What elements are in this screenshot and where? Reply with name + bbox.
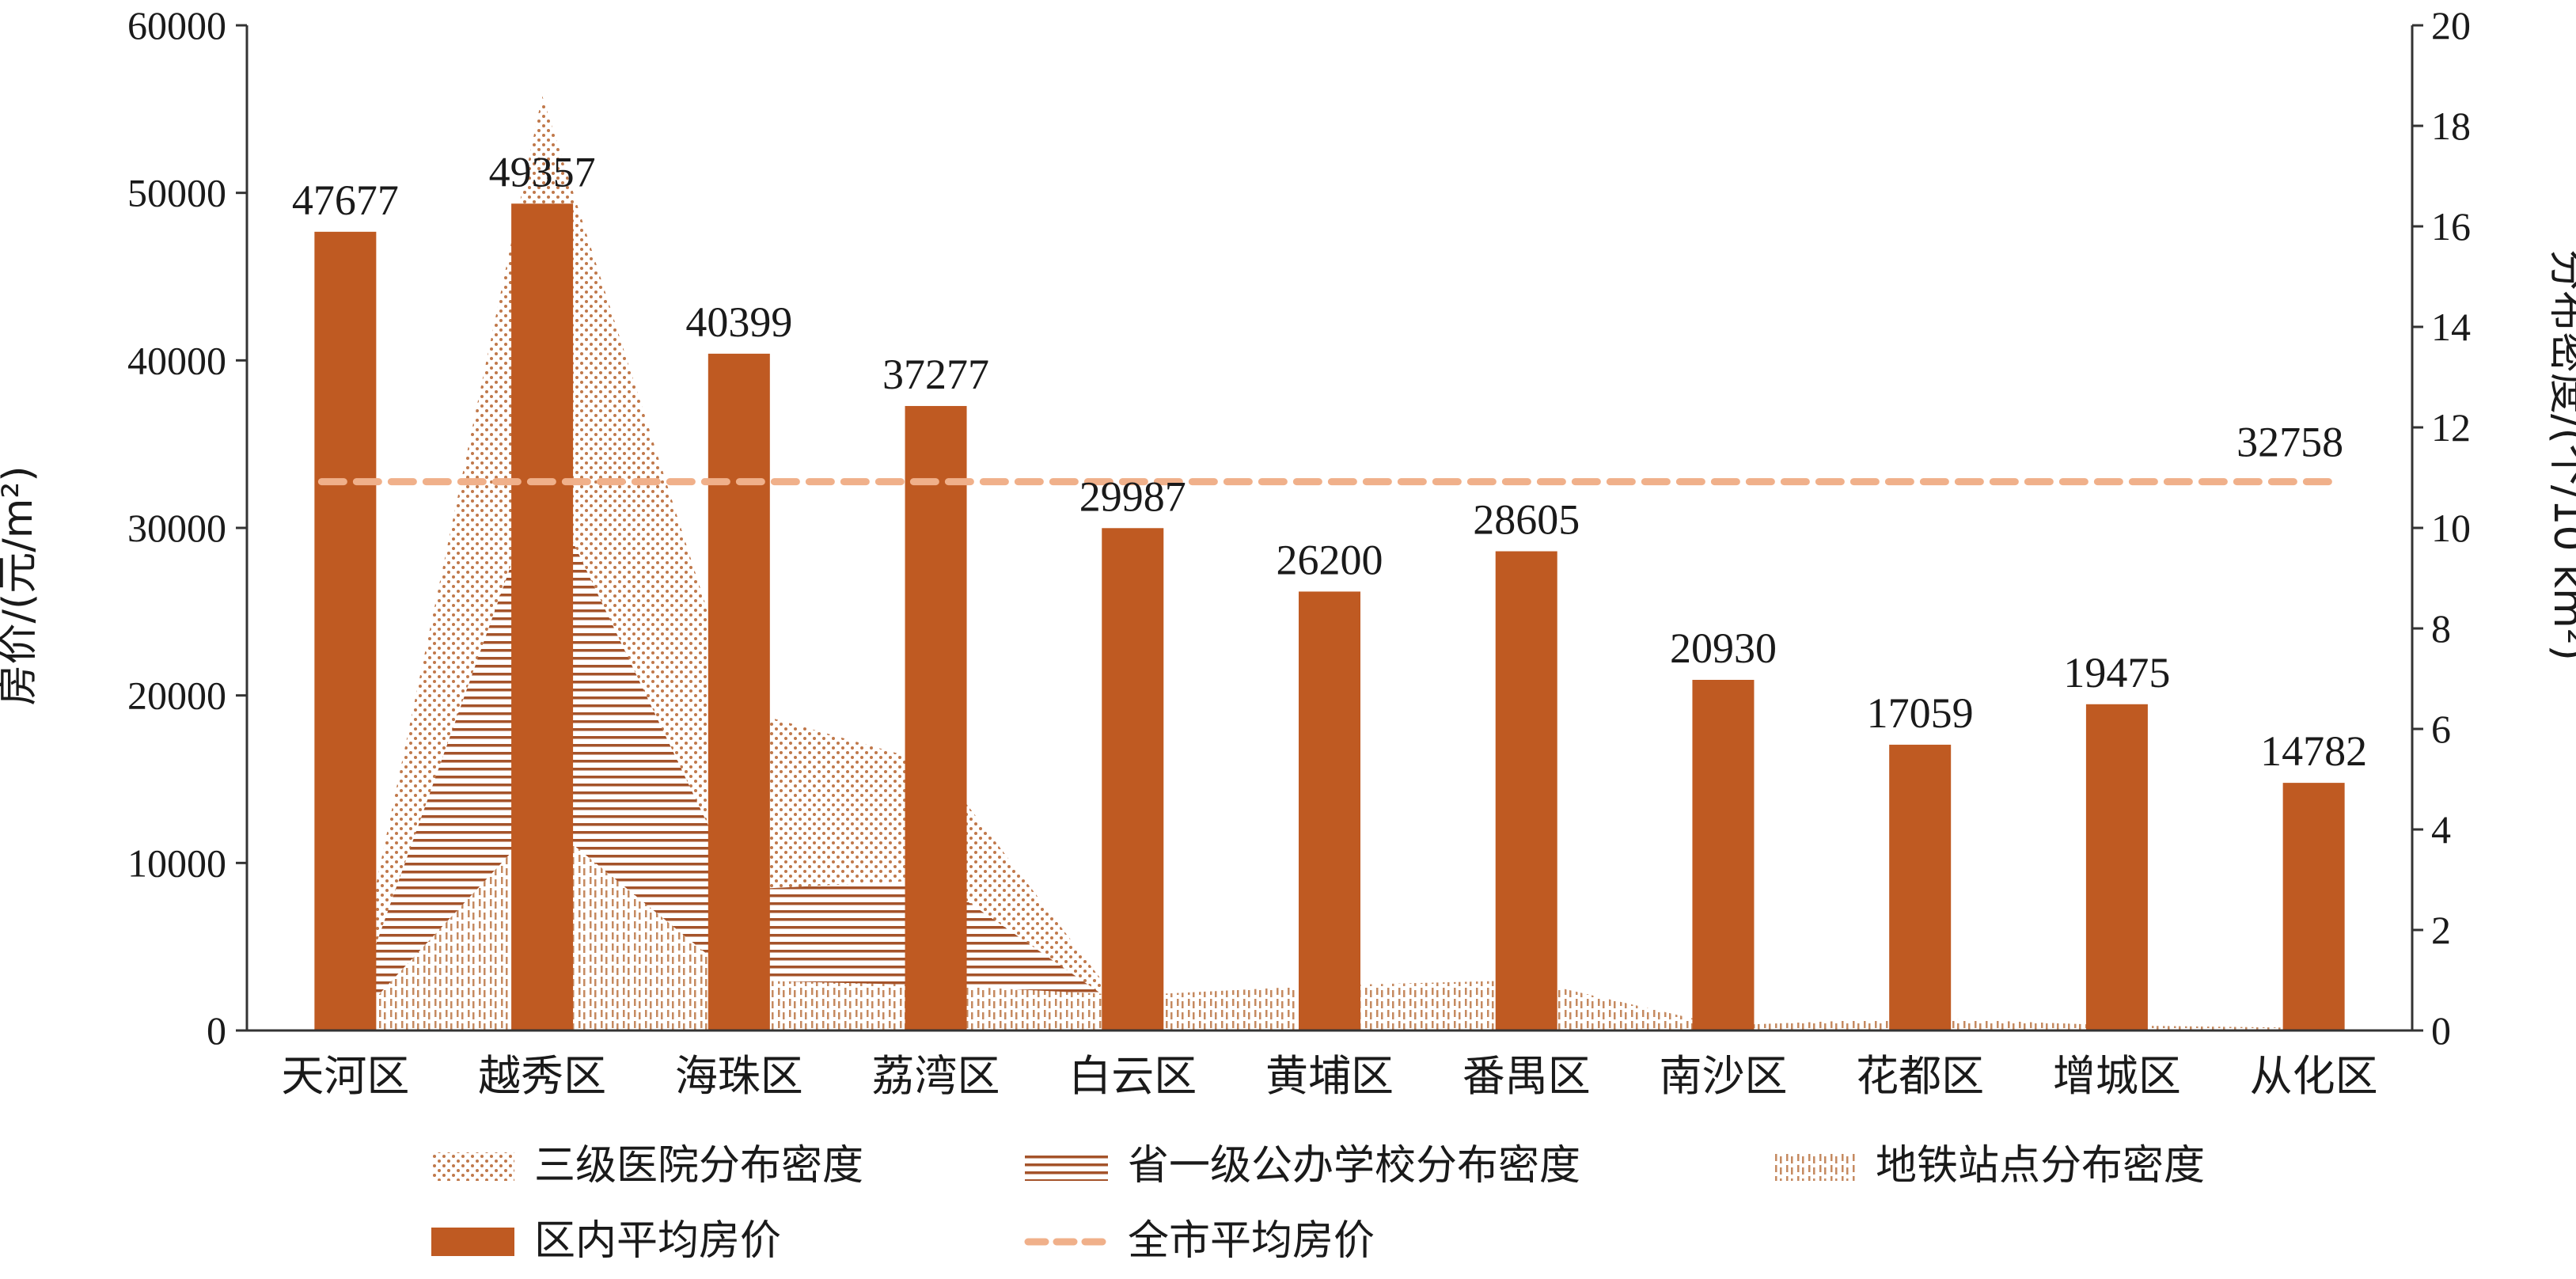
x-category-label: 番禺区 — [1463, 1051, 1591, 1101]
x-category-label: 海珠区 — [675, 1051, 803, 1101]
x-category-labels: 天河区 越秀区 海珠区 荔湾区 白云区 黄埔区 番禺区 南沙区 花都区 增城区 从化区 — [281, 1051, 2377, 1101]
left-y-tick-label: 50000 — [127, 171, 226, 215]
price-bar-value-label: 28605 — [1473, 496, 1580, 544]
price-bar-value-label: 17059 — [1867, 689, 1974, 737]
left-y-tick-label: 60000 — [127, 3, 226, 47]
price-bar — [1102, 528, 1164, 1030]
right-y-tick-label: 0 — [2431, 1008, 2451, 1053]
price-bar — [1299, 591, 1360, 1030]
right-y-tick-label: 14 — [2431, 305, 2471, 349]
price-bar-value-label: 47677 — [292, 176, 399, 224]
x-category-label: 荔湾区 — [872, 1051, 1000, 1101]
price-bar — [1889, 744, 1952, 1030]
right-y-tick-label: 4 — [2431, 807, 2451, 852]
x-category-label: 白云区 — [1068, 1051, 1197, 1101]
legend-swatch — [431, 1228, 514, 1256]
left-y-ticks: 0 10000 20000 30000 40000 50000 60000 — [127, 3, 247, 1053]
right-y-tick-label: 2 — [2431, 908, 2451, 952]
right-y-tick-label: 20 — [2431, 3, 2471, 47]
price-bar-value-label: 40399 — [685, 298, 792, 346]
legend-swatch — [431, 1152, 514, 1181]
left-y-tick-label: 30000 — [127, 506, 226, 550]
price-bar-value-label: 49357 — [489, 148, 596, 195]
legend-item-school: 省一级公办学校分布密度 — [1025, 1142, 1580, 1190]
legend-item-city-average: 全市平均房价 — [1024, 1217, 1375, 1265]
legend-item-price-bar: 区内平均房价 — [431, 1217, 781, 1265]
x-category-label: 南沙区 — [1659, 1051, 1787, 1101]
price-bar-value-label: 37277 — [882, 351, 989, 398]
x-category-label: 花都区 — [1856, 1051, 1984, 1101]
price-bar-value-label: 26200 — [1277, 536, 1383, 583]
price-bar-value-label: 19475 — [2063, 649, 2170, 696]
price-bar-value-label: 29987 — [1079, 473, 1186, 520]
price-bar-value-label: 20930 — [1670, 624, 1777, 672]
right-y-tick-label: 16 — [2431, 204, 2471, 249]
legend-item-metro: 地铁站点分布密度 — [1773, 1142, 2205, 1190]
right-y-tick-label: 6 — [2431, 707, 2451, 751]
left-y-tick-label: 0 — [207, 1008, 226, 1053]
right-y-ticks: 0 2 4 6 8 10 12 14 16 18 20 — [2412, 3, 2471, 1053]
left-y-tick-label: 10000 — [127, 841, 226, 885]
hospital-density-area — [345, 95, 2314, 1030]
left-y-tick-label: 20000 — [127, 674, 226, 718]
price-bar — [1692, 679, 1755, 1030]
x-category-label: 增城区 — [2053, 1051, 2181, 1101]
city-average-line-group: 32758 — [317, 419, 2343, 486]
legend-label: 省一级公办学校分布密度 — [1128, 1142, 1580, 1190]
price-bar — [2085, 704, 2148, 1030]
x-category-label: 越秀区 — [478, 1051, 606, 1101]
right-y-axis-title: 分布密度/(个/10 km²) — [2544, 249, 2576, 661]
price-bar — [1495, 551, 1557, 1030]
price-bar — [708, 353, 770, 1031]
legend-label: 区内平均房价 — [534, 1217, 781, 1265]
right-y-tick-label: 12 — [2431, 405, 2471, 450]
legend-swatch — [1025, 1152, 1108, 1181]
right-y-tick-label: 10 — [2431, 506, 2471, 550]
x-category-label: 黄埔区 — [1265, 1051, 1394, 1101]
price-bar — [2282, 783, 2345, 1030]
right-y-tick-label: 8 — [2431, 606, 2451, 651]
price-bar — [314, 231, 377, 1031]
school-density-area — [345, 477, 2314, 1030]
legend-swatch — [1773, 1152, 1856, 1181]
left-y-tick-label: 40000 — [127, 338, 226, 382]
bar-data-labels: 47677 49357 40399 37277 29987 26200 28605 20930… — [292, 148, 2367, 775]
legend-label: 全市平均房价 — [1128, 1217, 1375, 1265]
x-category-label: 天河区 — [281, 1051, 409, 1101]
price-bar — [511, 203, 574, 1030]
legend-label: 三级医院分布密度 — [534, 1142, 863, 1190]
right-y-tick-label: 18 — [2431, 104, 2471, 148]
legend-item-hospital: 三级医院分布密度 — [431, 1142, 863, 1190]
x-category-label: 从化区 — [2250, 1051, 2378, 1101]
bar-series-group — [314, 203, 2345, 1031]
price-bar — [905, 405, 967, 1030]
city-average-price-label: 32758 — [2236, 419, 2343, 466]
price-bar-value-label: 14782 — [2260, 727, 2367, 775]
left-y-axis-title: 房价/(元/m²) — [0, 465, 42, 705]
legend-label: 地铁站点分布密度 — [1876, 1142, 2205, 1190]
